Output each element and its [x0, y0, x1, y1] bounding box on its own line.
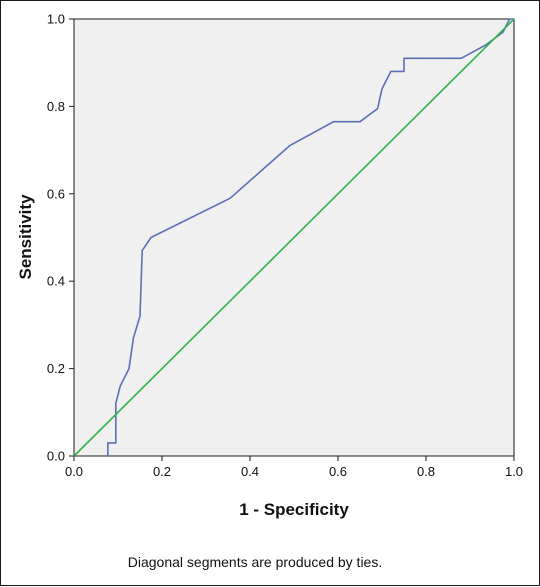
x-tick-label: 0.8 — [417, 464, 435, 479]
x-tick-label: 0.2 — [153, 464, 171, 479]
y-tick-label: 0.4 — [47, 274, 65, 289]
series-group — [73, 18, 515, 457]
y-tick-label: 0.2 — [47, 361, 65, 376]
x-tick-label: 0.4 — [241, 464, 259, 479]
y-tick-label: 0.8 — [47, 99, 65, 114]
y-tick-label: 0.0 — [47, 449, 65, 464]
reference-diagonal-line — [73, 18, 515, 457]
roc-curve-line — [107, 18, 514, 456]
y-tick-label: 1.0 — [47, 12, 65, 27]
x-tick-label: 1.0 — [505, 464, 523, 479]
x-axis-title: 1 - Specificity — [239, 500, 349, 519]
axis-ticks — [69, 18, 515, 461]
x-tick-label: 0.0 — [65, 464, 83, 479]
y-axis-title: Sensitivity — [16, 194, 35, 280]
x-tick-label: 0.6 — [329, 464, 347, 479]
tick-labels: 0.0 0.2 0.4 0.6 0.8 1.0 0.0 0.2 0.4 0.6 0.8 1.0 — [47, 12, 523, 480]
y-tick-label: 0.6 — [47, 186, 65, 201]
footnote: Diagonal segments are produced by ties. — [128, 554, 382, 570]
